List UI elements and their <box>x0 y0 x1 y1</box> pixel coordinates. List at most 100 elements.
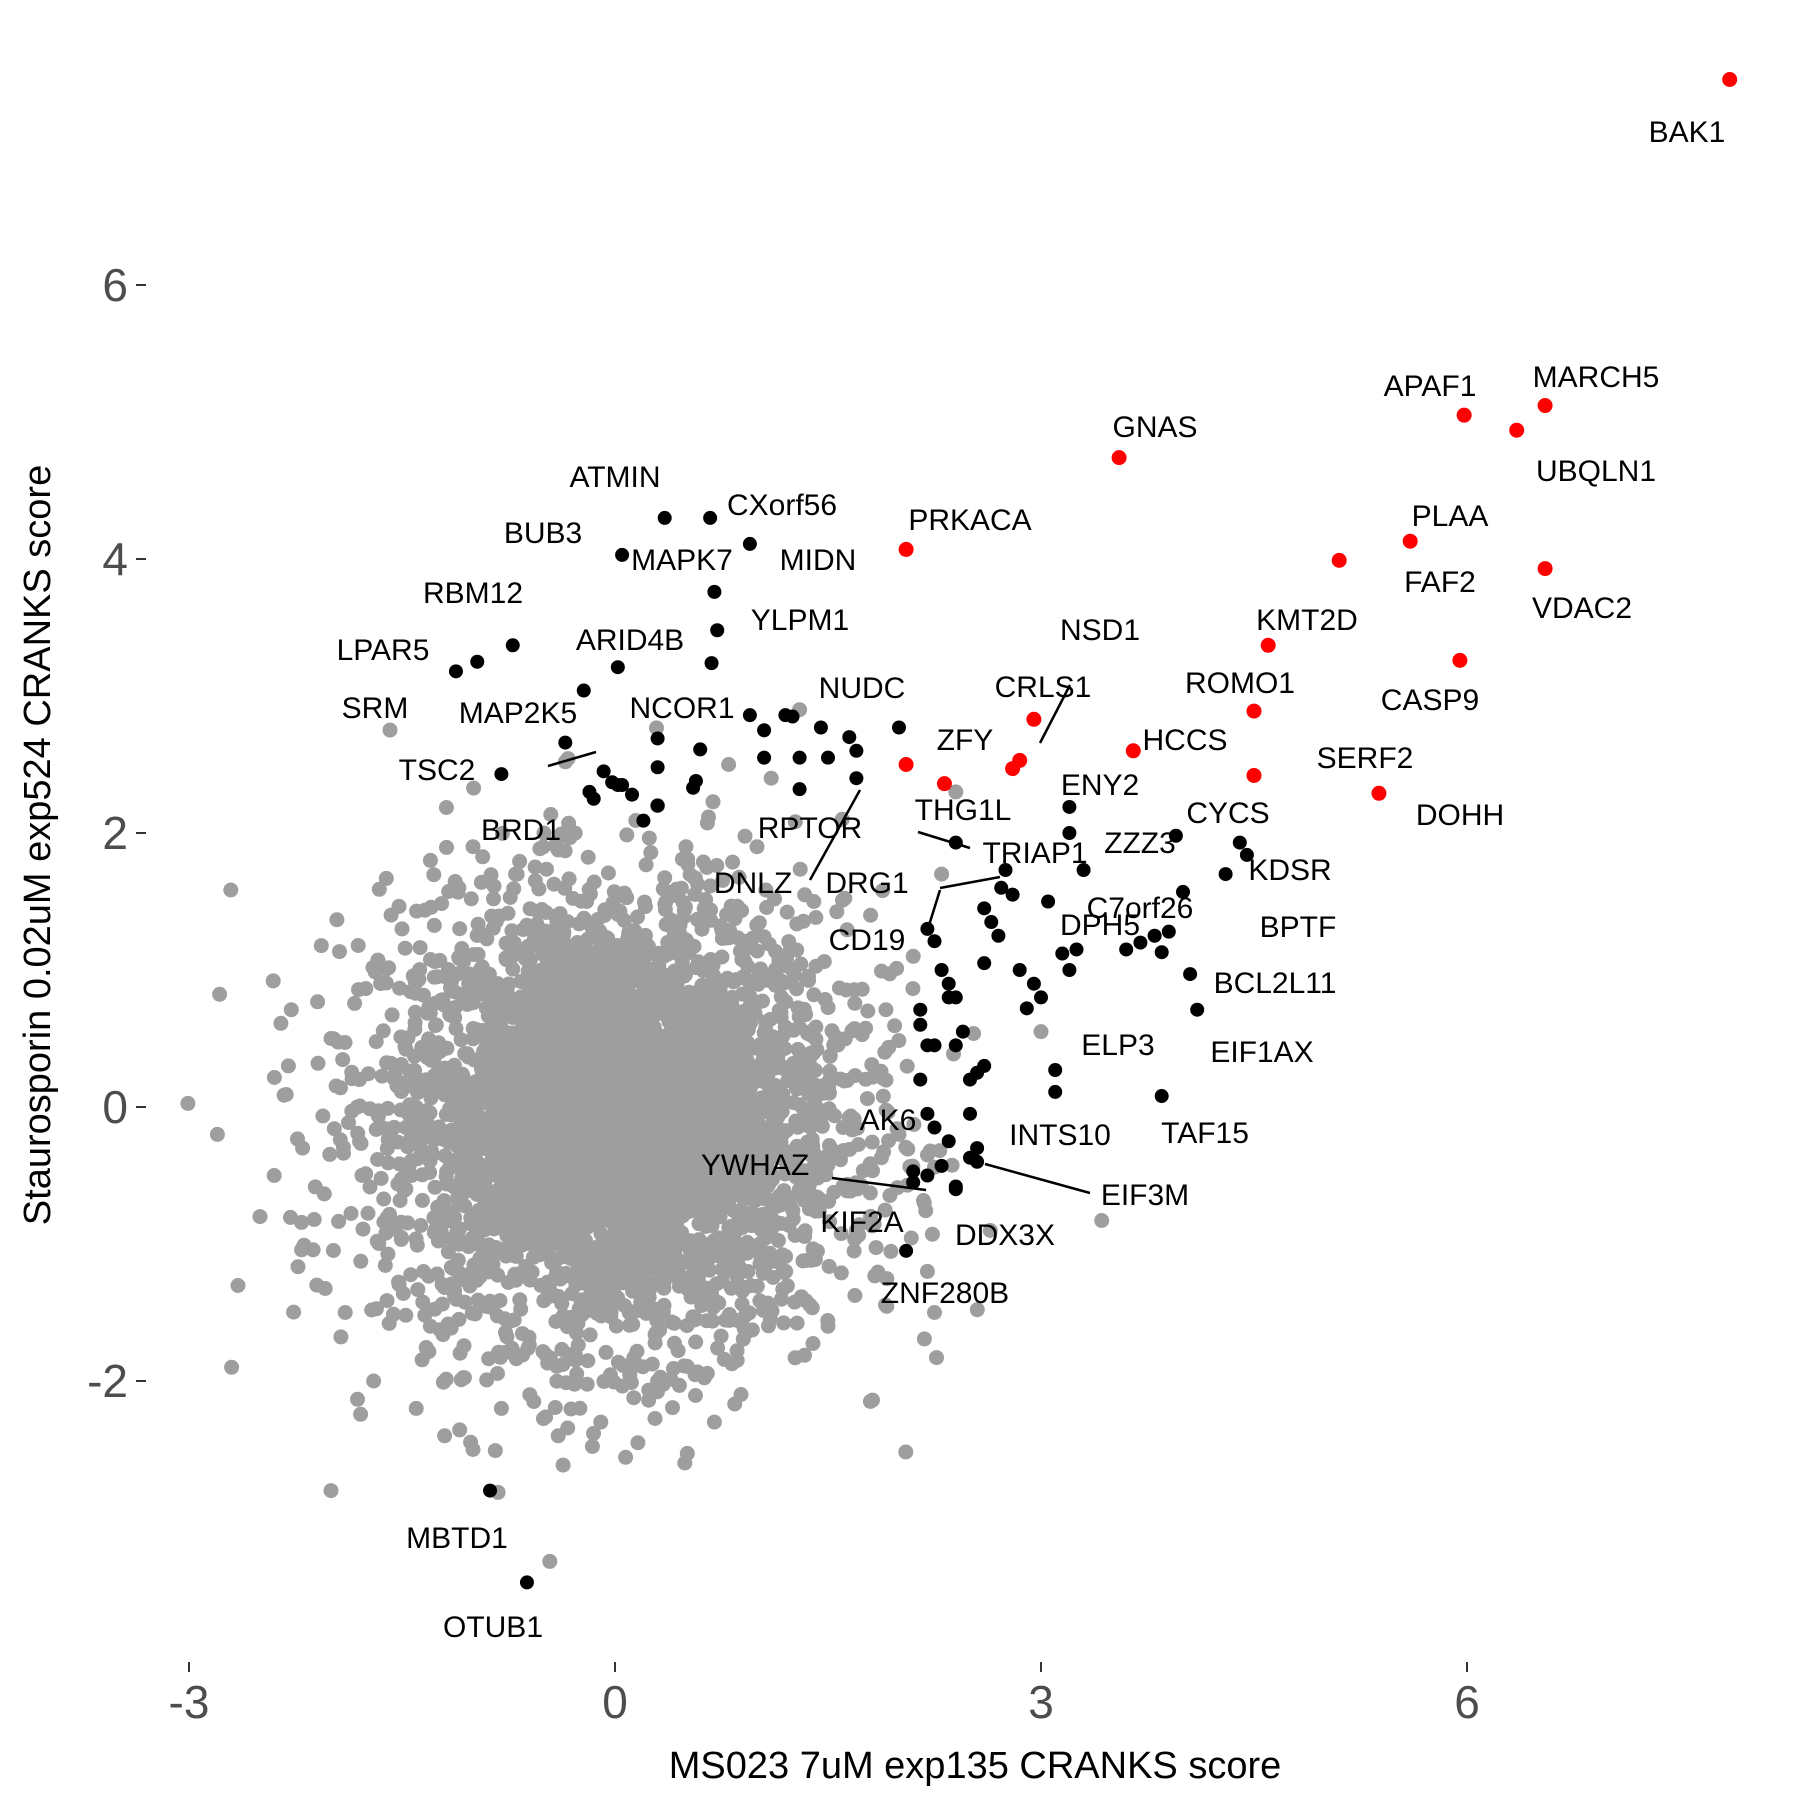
background-point <box>878 1002 894 1018</box>
background-point <box>820 1000 836 1016</box>
background-point <box>735 1110 751 1126</box>
background-point <box>929 1350 944 1366</box>
background-point <box>381 960 397 976</box>
background-point <box>1094 1213 1110 1228</box>
background-point <box>723 898 739 914</box>
significant-point <box>994 880 1009 895</box>
background-point <box>683 1115 699 1131</box>
background-point <box>709 1205 725 1221</box>
background-point <box>867 1268 883 1284</box>
background-point <box>376 1191 392 1207</box>
background-point <box>766 1192 781 1208</box>
labeled-point <box>615 547 630 562</box>
background-point <box>795 1253 811 1269</box>
background-point <box>593 1414 609 1430</box>
background-point <box>601 1177 617 1193</box>
background-point <box>560 1126 576 1141</box>
significant-point <box>963 1106 977 1121</box>
point-label: LPAR5 <box>337 634 430 667</box>
point-label: MARCH5 <box>1533 361 1660 394</box>
background-point <box>875 1088 891 1104</box>
background-point <box>670 1343 686 1359</box>
significant-point <box>650 760 665 775</box>
background-point <box>684 1282 700 1298</box>
background-point <box>392 980 408 996</box>
background-point <box>571 1092 587 1108</box>
background-point <box>580 1353 596 1369</box>
background-point <box>542 1553 558 1569</box>
background-point <box>371 1236 387 1251</box>
background-point <box>785 1211 801 1227</box>
background-point <box>906 1116 922 1132</box>
background-point <box>578 1268 594 1284</box>
background-point <box>878 1072 894 1088</box>
background-point <box>797 1223 813 1239</box>
background-point <box>745 930 760 946</box>
background-point <box>482 1211 497 1227</box>
significant-point <box>927 1038 942 1053</box>
highlight-point <box>1456 407 1472 423</box>
background-point <box>438 800 454 815</box>
background-point <box>333 1329 349 1345</box>
background-point <box>493 1400 509 1416</box>
background-point <box>805 1336 821 1351</box>
background-point <box>618 1144 634 1160</box>
point-label: CYCS <box>1186 797 1269 830</box>
background-point <box>343 1206 359 1221</box>
background-point <box>788 1113 804 1129</box>
background-point <box>846 1243 862 1259</box>
background-point <box>366 1373 382 1389</box>
background-point <box>379 1293 395 1309</box>
highlight-point <box>1260 637 1276 653</box>
background-point <box>368 1301 384 1317</box>
background-point <box>350 938 366 953</box>
background-point <box>549 981 565 997</box>
background-point <box>463 1122 479 1138</box>
background-point <box>691 954 706 970</box>
background-point <box>506 935 522 951</box>
background-point <box>472 1237 488 1253</box>
point-label: SERF2 <box>1317 742 1414 775</box>
point-label: TRIAP1 <box>982 837 1087 870</box>
labeled-point <box>519 1575 534 1590</box>
background-point <box>602 1367 618 1383</box>
background-point <box>416 1264 431 1279</box>
background-point <box>365 960 381 975</box>
background-point <box>426 917 442 933</box>
background-point <box>265 973 281 989</box>
background-point <box>674 1011 690 1027</box>
background-point <box>920 1147 935 1163</box>
highlight-point <box>1005 761 1021 777</box>
highlight-point <box>1509 422 1525 438</box>
background-point <box>615 1003 631 1019</box>
background-point <box>394 921 410 937</box>
background-point <box>530 1112 546 1128</box>
background-point <box>461 1267 476 1283</box>
background-point <box>569 1366 585 1382</box>
background-point <box>637 1074 653 1089</box>
background-point <box>358 1166 374 1182</box>
background-point <box>502 889 518 905</box>
background-point <box>454 941 470 956</box>
background-point <box>865 1392 880 1408</box>
background-point <box>924 1226 940 1242</box>
background-point <box>422 852 438 868</box>
background-point <box>727 1396 743 1412</box>
highlight-point <box>1537 561 1553 577</box>
background-point <box>891 1126 907 1142</box>
background-point <box>725 974 741 990</box>
background-point <box>605 1204 621 1220</box>
background-point <box>335 1052 351 1068</box>
significant-point <box>650 731 665 746</box>
leader-line <box>547 750 597 768</box>
highlight-point <box>1722 72 1738 87</box>
background-point <box>606 1251 622 1267</box>
background-point <box>776 1315 792 1331</box>
point-label: ROMO1 <box>1185 667 1295 700</box>
labeled-point <box>448 664 463 679</box>
background-point <box>531 881 547 897</box>
background-point <box>905 948 921 964</box>
background-point <box>532 841 548 857</box>
significant-point <box>991 928 1006 943</box>
background-point <box>887 1018 903 1034</box>
